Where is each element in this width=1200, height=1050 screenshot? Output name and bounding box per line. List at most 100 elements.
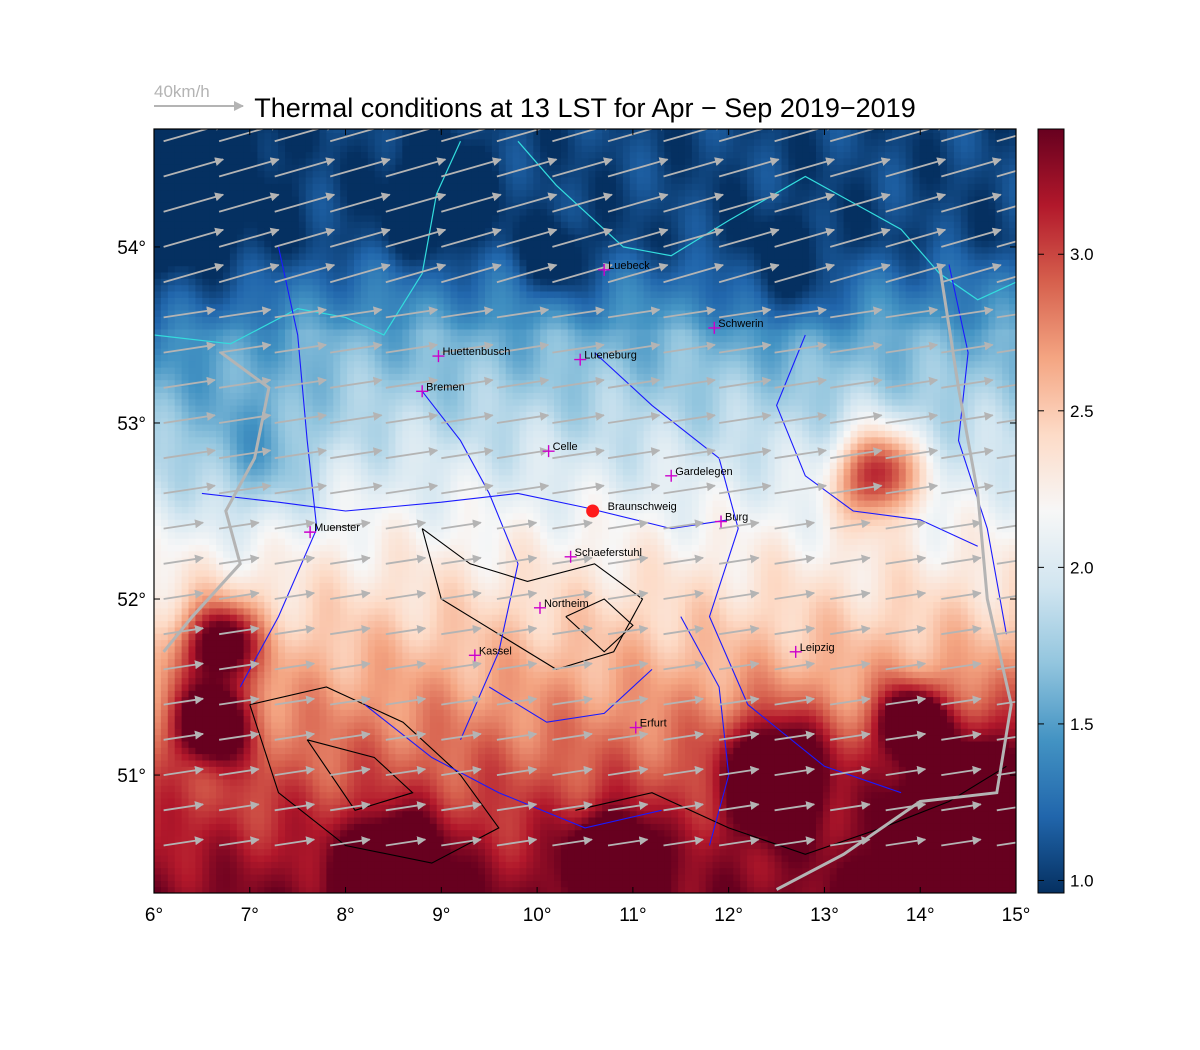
thermal-cell xyxy=(547,797,555,805)
thermal-cell xyxy=(733,658,741,666)
thermal-cell xyxy=(616,766,624,774)
thermal-cell xyxy=(312,778,321,786)
thermal-cell xyxy=(457,753,465,761)
thermal-cell xyxy=(974,664,983,672)
thermal-cell xyxy=(898,817,907,824)
thermal-cell xyxy=(809,721,817,729)
thermal-cell xyxy=(422,696,431,704)
thermal-cell xyxy=(395,880,403,888)
thermal-cell xyxy=(422,652,431,660)
thermal-cell xyxy=(388,702,396,710)
thermal-cell xyxy=(802,855,810,862)
thermal-cell xyxy=(767,797,776,805)
thermal-cell xyxy=(485,874,493,881)
thermal-cell xyxy=(560,829,569,837)
thermal-cell xyxy=(850,702,858,710)
thermal-cell xyxy=(747,874,755,881)
thermal-cell xyxy=(243,709,252,717)
thermal-cell xyxy=(429,645,438,653)
thermal-cell xyxy=(1016,716,1024,723)
thermal-cell xyxy=(181,797,190,805)
thermal-cell xyxy=(160,861,169,869)
thermal-cell xyxy=(719,690,727,698)
thermal-cell xyxy=(629,797,638,805)
thermal-cell xyxy=(891,823,900,831)
thermal-cell xyxy=(547,671,555,679)
thermal-cell xyxy=(850,886,858,893)
thermal-cell xyxy=(298,671,307,679)
thermal-cell xyxy=(602,778,610,786)
thermal-cell xyxy=(843,702,852,710)
thermal-cell xyxy=(795,804,803,812)
thermal-cell xyxy=(774,867,783,875)
thermal-cell xyxy=(657,702,665,710)
thermal-cell xyxy=(450,829,458,837)
thermal-cell xyxy=(995,785,1003,793)
thermal-cell xyxy=(726,690,734,698)
thermal-cell xyxy=(436,836,445,843)
thermal-cell xyxy=(450,791,458,799)
thermal-cell xyxy=(616,823,624,831)
thermal-cell xyxy=(802,848,810,856)
thermal-cell xyxy=(685,671,693,679)
thermal-cell xyxy=(885,715,893,723)
thermal-cell xyxy=(767,848,776,856)
thermal-cell xyxy=(409,797,417,805)
thermal-cell xyxy=(340,791,348,799)
thermal-cell xyxy=(567,709,576,717)
thermal-cell xyxy=(533,639,541,647)
thermal-cell xyxy=(436,671,445,679)
thermal-cell xyxy=(622,683,631,691)
thermal-cell xyxy=(671,836,679,843)
thermal-cell xyxy=(285,747,293,755)
thermal-cell xyxy=(981,658,989,666)
thermal-cell xyxy=(457,664,465,672)
thermal-cell xyxy=(554,766,562,774)
thermal-cell xyxy=(478,709,486,717)
thermal-cell xyxy=(629,848,638,856)
thermal-cell xyxy=(298,734,307,742)
thermal-cell xyxy=(512,772,521,780)
thermal-cell xyxy=(574,702,583,710)
thermal-cell xyxy=(388,880,396,888)
thermal-cell xyxy=(616,639,624,647)
thermal-cell xyxy=(705,740,714,748)
thermal-cell xyxy=(678,753,686,761)
thermal-cell xyxy=(229,696,238,704)
thermal-cell xyxy=(505,797,514,805)
thermal-cell xyxy=(685,874,693,881)
thermal-cell xyxy=(850,848,858,856)
thermal-cell xyxy=(781,702,789,710)
thermal-cell xyxy=(933,715,941,723)
thermal-cell xyxy=(657,867,665,875)
thermal-cell xyxy=(243,677,252,685)
thermal-cell xyxy=(1016,697,1024,704)
thermal-cell xyxy=(340,829,348,837)
thermal-cell xyxy=(1016,760,1024,767)
thermal-cell xyxy=(788,836,796,843)
thermal-cell xyxy=(160,886,169,893)
thermal-cell xyxy=(422,785,431,793)
thermal-cell xyxy=(340,658,348,666)
thermal-cell xyxy=(712,715,721,723)
thermal-cell xyxy=(347,874,355,881)
thermal-cell xyxy=(416,709,424,717)
thermal-cell xyxy=(243,721,252,729)
thermal-cell xyxy=(822,791,831,799)
thermal-cell xyxy=(243,810,252,818)
thermal-cell xyxy=(540,721,548,729)
thermal-cell xyxy=(657,880,665,888)
thermal-cell xyxy=(664,836,672,843)
thermal-cell xyxy=(740,753,748,761)
thermal-cell xyxy=(933,880,941,888)
thermal-cell xyxy=(588,886,596,893)
thermal-cell xyxy=(223,778,231,786)
thermal-cell xyxy=(388,810,396,818)
thermal-cell xyxy=(719,747,727,755)
thermal-cell xyxy=(360,791,369,799)
thermal-cell xyxy=(512,747,521,755)
thermal-cell xyxy=(740,823,748,831)
thermal-cell xyxy=(836,848,845,856)
thermal-cell xyxy=(285,664,293,672)
thermal-cell xyxy=(967,721,976,729)
